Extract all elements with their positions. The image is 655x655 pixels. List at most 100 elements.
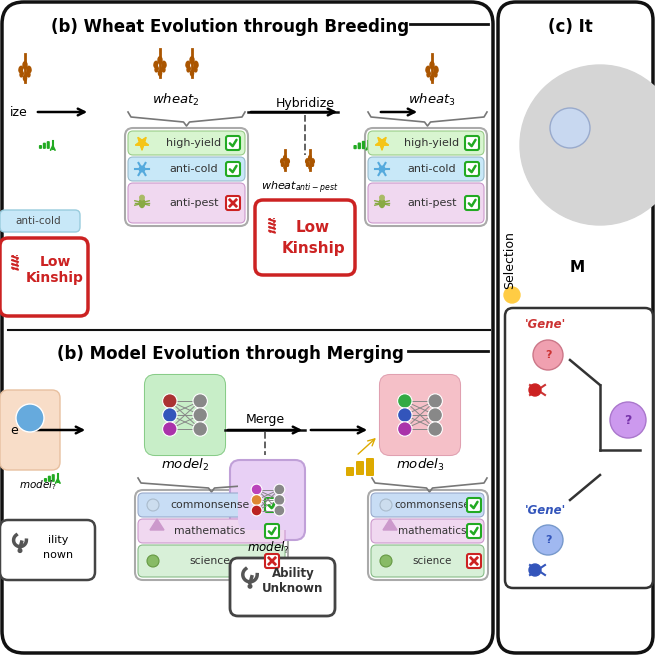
Circle shape: [520, 65, 655, 225]
Ellipse shape: [430, 75, 434, 81]
Text: Low: Low: [39, 255, 71, 269]
FancyBboxPatch shape: [44, 478, 47, 482]
Text: science: science: [412, 556, 452, 566]
Circle shape: [398, 408, 412, 422]
Circle shape: [428, 422, 442, 436]
FancyBboxPatch shape: [128, 183, 245, 223]
Text: (b) Wheat Evolution through Breeding: (b) Wheat Evolution through Breeding: [51, 18, 409, 36]
Text: $model_?$: $model_?$: [19, 478, 57, 492]
Text: Unknown: Unknown: [262, 582, 324, 595]
Circle shape: [147, 499, 159, 511]
Ellipse shape: [434, 66, 438, 73]
Ellipse shape: [162, 62, 166, 67]
FancyBboxPatch shape: [371, 545, 484, 577]
FancyBboxPatch shape: [128, 131, 245, 155]
Text: ?: ?: [545, 350, 552, 360]
FancyBboxPatch shape: [230, 460, 305, 540]
Circle shape: [533, 525, 563, 555]
Text: commonsense: commonsense: [394, 500, 470, 510]
Circle shape: [504, 287, 520, 303]
Text: mathematics: mathematics: [174, 526, 246, 536]
FancyBboxPatch shape: [371, 493, 484, 517]
Ellipse shape: [186, 62, 190, 67]
Ellipse shape: [307, 162, 309, 166]
Circle shape: [274, 505, 285, 516]
FancyBboxPatch shape: [0, 520, 95, 580]
Ellipse shape: [154, 62, 158, 67]
Ellipse shape: [195, 62, 198, 67]
Text: ize: ize: [10, 105, 28, 119]
FancyBboxPatch shape: [380, 375, 460, 455]
Ellipse shape: [426, 66, 430, 73]
Ellipse shape: [430, 62, 434, 69]
Circle shape: [162, 422, 177, 436]
Ellipse shape: [159, 70, 162, 76]
Ellipse shape: [162, 66, 165, 72]
FancyBboxPatch shape: [465, 162, 479, 176]
FancyBboxPatch shape: [265, 554, 279, 568]
Ellipse shape: [140, 198, 145, 208]
Ellipse shape: [287, 159, 290, 163]
Ellipse shape: [190, 57, 194, 64]
Circle shape: [274, 484, 285, 495]
Circle shape: [529, 564, 541, 576]
Text: $wheat_{anti-pest}$: $wheat_{anti-pest}$: [261, 180, 339, 196]
Text: ?: ?: [624, 413, 631, 426]
Text: ility: ility: [48, 535, 68, 545]
Circle shape: [252, 484, 262, 495]
FancyBboxPatch shape: [255, 200, 355, 275]
Text: Selection: Selection: [504, 231, 517, 289]
Text: Merge: Merge: [246, 413, 284, 426]
Circle shape: [16, 404, 44, 432]
Ellipse shape: [379, 198, 384, 208]
FancyBboxPatch shape: [138, 519, 285, 543]
Ellipse shape: [19, 66, 23, 73]
FancyBboxPatch shape: [39, 145, 42, 149]
Ellipse shape: [20, 71, 24, 77]
Circle shape: [140, 166, 145, 172]
Ellipse shape: [312, 159, 314, 163]
Ellipse shape: [309, 155, 311, 160]
Circle shape: [147, 555, 159, 567]
FancyBboxPatch shape: [368, 131, 484, 155]
Ellipse shape: [311, 162, 314, 166]
FancyBboxPatch shape: [135, 490, 288, 580]
Circle shape: [550, 108, 590, 148]
Ellipse shape: [427, 71, 430, 77]
Text: (b) Model Evolution through Merging: (b) Model Evolution through Merging: [56, 345, 403, 363]
FancyBboxPatch shape: [0, 210, 80, 232]
Text: anti-pest: anti-pest: [407, 198, 457, 208]
Ellipse shape: [23, 62, 27, 69]
Circle shape: [380, 499, 392, 511]
Text: anti-cold: anti-cold: [407, 164, 457, 174]
Text: Kinship: Kinship: [281, 240, 345, 255]
Circle shape: [428, 394, 442, 408]
FancyBboxPatch shape: [226, 136, 240, 150]
FancyBboxPatch shape: [368, 157, 484, 181]
Circle shape: [162, 394, 177, 408]
Ellipse shape: [281, 159, 284, 163]
FancyBboxPatch shape: [346, 467, 354, 476]
Circle shape: [162, 408, 177, 422]
Text: mathematics: mathematics: [398, 526, 466, 536]
FancyBboxPatch shape: [226, 162, 240, 176]
FancyBboxPatch shape: [2, 2, 493, 653]
Circle shape: [248, 584, 252, 588]
Circle shape: [193, 408, 208, 422]
FancyBboxPatch shape: [467, 498, 481, 512]
Text: anti-cold: anti-cold: [15, 216, 61, 226]
FancyBboxPatch shape: [265, 524, 279, 538]
Ellipse shape: [191, 70, 194, 76]
Circle shape: [193, 394, 208, 408]
Ellipse shape: [286, 162, 289, 166]
FancyBboxPatch shape: [0, 390, 60, 470]
FancyBboxPatch shape: [0, 238, 88, 316]
Text: Kinship: Kinship: [26, 271, 84, 285]
FancyBboxPatch shape: [226, 196, 240, 210]
Text: e: e: [10, 424, 18, 436]
Text: 'Gene': 'Gene': [525, 504, 566, 517]
Ellipse shape: [306, 159, 309, 163]
Ellipse shape: [282, 162, 284, 166]
FancyBboxPatch shape: [48, 476, 51, 482]
Ellipse shape: [309, 165, 311, 169]
